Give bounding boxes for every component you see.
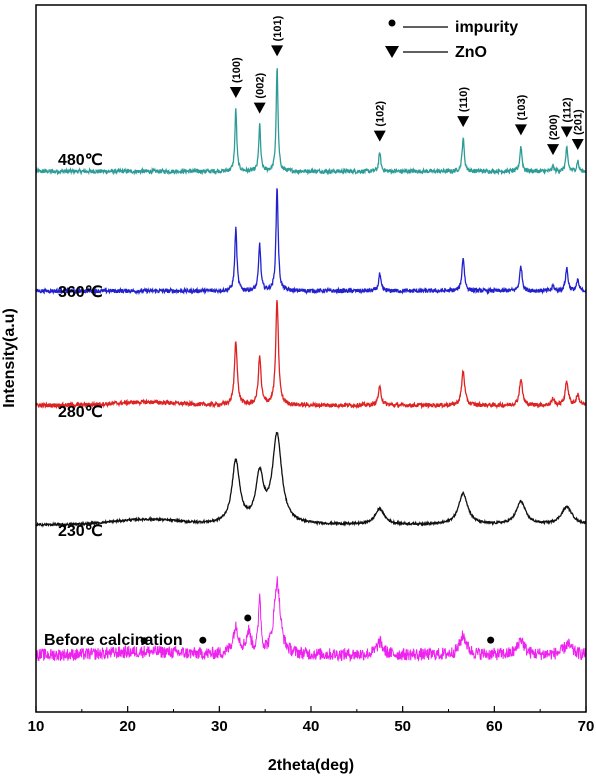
- x-tick-label-20: 20: [119, 718, 136, 735]
- series-line-230: [35, 431, 587, 528]
- annotation-layer: (100) (002) (101) (102) (110) (103) (200)(112)…: [140, 15, 585, 645]
- series-label-480: 480℃: [58, 152, 103, 169]
- x-tick-label-70: 70: [578, 718, 595, 735]
- zno-peak-label-9: (201): [573, 109, 585, 135]
- zno-marker-1: [229, 86, 242, 98]
- legend-impurity-marker: [388, 19, 396, 27]
- series-line-280: [35, 300, 587, 410]
- impurity-marker-2: [199, 636, 207, 644]
- plot-frame: [35, 4, 587, 713]
- zno-peak-label-6: (103): [516, 94, 528, 120]
- legend: impurity ZnO: [385, 19, 518, 61]
- series-line-480: [35, 68, 587, 176]
- zno-marker-5: [457, 116, 470, 128]
- zno-peak-label-2: (002): [255, 73, 267, 99]
- zno-marker-8: [560, 126, 573, 138]
- impurity-marker-3: [244, 614, 252, 622]
- x-axis-label: 2theta(deg): [268, 757, 354, 774]
- zno-marker-3: [271, 45, 284, 57]
- zno-marker-9: [571, 138, 584, 150]
- y-axis-label: Intensity(a.u): [1, 308, 18, 408]
- series-label-before-calcination: Before calcination: [44, 632, 183, 649]
- zno-peak-label-1: (100): [231, 57, 243, 83]
- zno-peak-label-3: (101): [272, 15, 284, 41]
- x-tick-label-10: 10: [28, 718, 45, 735]
- legend-zno-label: ZnO: [455, 44, 487, 61]
- series-line-before-calcination: [35, 576, 587, 663]
- zno-peak-label-8: (112): [562, 97, 574, 122]
- legend-zno-marker: [385, 46, 399, 58]
- x-tick-label-30: 30: [211, 718, 228, 735]
- series-label-360: 360℃: [58, 284, 103, 301]
- impurity-marker-4: [487, 636, 495, 644]
- zno-marker-7: [547, 144, 559, 156]
- x-axis: 10 20 30 40 50 60 70: [28, 706, 595, 735]
- x-tick-label-50: 50: [394, 718, 411, 735]
- x-tick-label-40: 40: [303, 718, 320, 735]
- series-line-360: [35, 188, 587, 296]
- series-layer: 480℃ 360℃ 280℃ 230℃ Before calcination: [35, 68, 587, 663]
- zno-peak-label-4: (102): [375, 101, 387, 127]
- zno-marker-2: [253, 102, 266, 114]
- series-label-280: 280℃: [58, 404, 103, 421]
- series-label-230: 230℃: [58, 523, 103, 540]
- zno-peak-label-5: (110): [458, 87, 470, 112]
- zno-marker-4: [373, 130, 386, 142]
- zno-marker-6: [514, 124, 527, 136]
- x-tick-label-60: 60: [486, 718, 503, 735]
- impurity-marker-1: [140, 637, 148, 645]
- legend-impurity-label: impurity: [455, 19, 518, 36]
- zno-peak-label-7: (200): [548, 114, 560, 140]
